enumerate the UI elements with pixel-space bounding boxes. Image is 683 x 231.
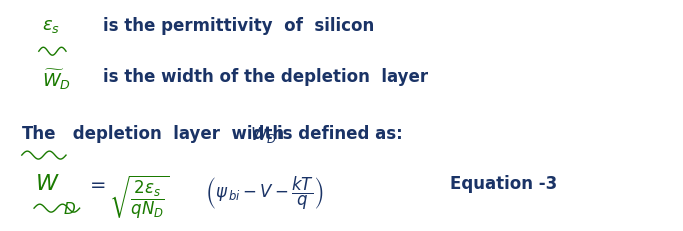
Text: is the permittivity  of  silicon: is the permittivity of silicon (103, 17, 375, 35)
Text: $\widetilde{W}_D$: $\widetilde{W}_D$ (42, 67, 71, 91)
Text: depletion  layer  width: depletion layer width (68, 125, 290, 143)
Text: is defined as:: is defined as: (277, 125, 403, 143)
Text: $\left(\psi_{\,bi} - V - \dfrac{kT}{q}\right)$: $\left(\psi_{\,bi} - V - \dfrac{kT}{q}\r… (206, 174, 324, 211)
Text: $W$: $W$ (36, 173, 60, 193)
Text: Equation -3: Equation -3 (450, 174, 557, 192)
Text: $\sqrt{\dfrac{2\varepsilon_s}{qN_D}}$: $\sqrt{\dfrac{2\varepsilon_s}{qN_D}}$ (109, 173, 169, 220)
Text: $D$: $D$ (63, 201, 76, 216)
Text: $W_D$: $W_D$ (250, 125, 277, 145)
Text: The: The (22, 125, 56, 143)
Text: $\varepsilon_s$: $\varepsilon_s$ (42, 17, 60, 35)
Text: is the width of the depletion  layer: is the width of the depletion layer (103, 67, 428, 85)
Text: $=$: $=$ (87, 173, 107, 192)
